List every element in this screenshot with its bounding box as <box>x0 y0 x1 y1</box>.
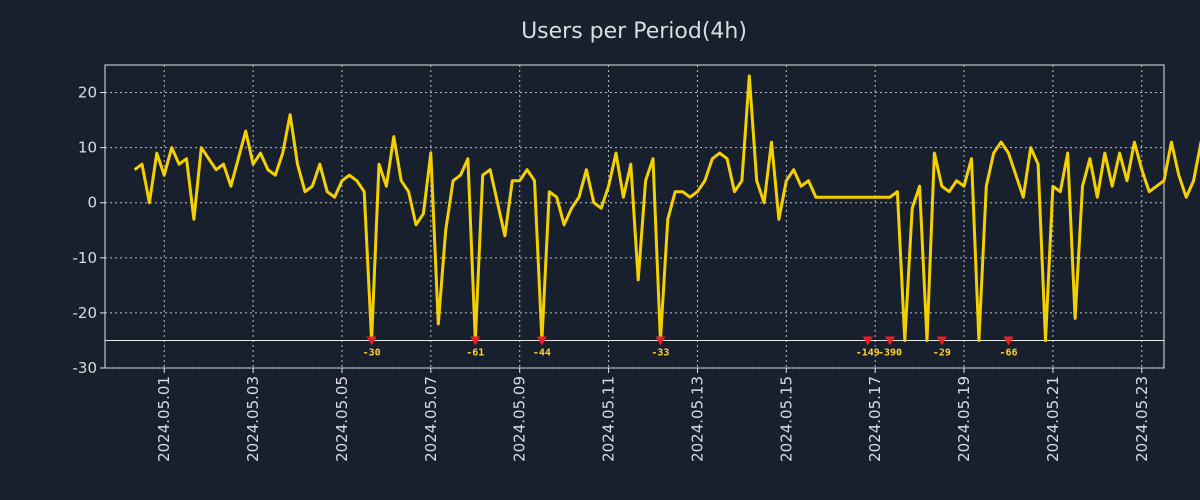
clip-marker <box>470 336 481 346</box>
y-axis: 20 10 0 -10 -20 -30 <box>73 84 105 377</box>
clip-value-label: -390 <box>878 347 902 358</box>
clip-marker <box>655 336 666 346</box>
grid <box>105 65 1164 369</box>
clip-marker <box>862 336 873 346</box>
clip-marker <box>884 336 895 346</box>
x-tick-label: 2024.05.17 <box>866 376 884 462</box>
clip-value-label: -66 <box>999 347 1017 358</box>
y-tick-label: -20 <box>73 304 98 322</box>
x-tick-label: 2024.05.13 <box>688 376 706 462</box>
clip-marker <box>1003 336 1014 346</box>
x-tick-label: 2024.05.07 <box>422 376 440 462</box>
clip-value-label: -44 <box>533 347 551 358</box>
clip-value-label: -33 <box>651 347 669 358</box>
y-tick-label: 10 <box>78 139 97 157</box>
clip-marker <box>366 336 377 346</box>
clip-value-label: -149 <box>856 347 880 358</box>
x-tick-label: 2024.05.05 <box>333 376 351 462</box>
x-tick-label: 2024.05.01 <box>155 376 173 462</box>
x-tick-label: 2024.05.19 <box>955 376 973 462</box>
chart-title: Users per Period(4h) <box>521 19 747 44</box>
y-tick-label: -10 <box>73 249 98 267</box>
clip-markers: -30 -61 -44 -33 -149-390 -29 -66 <box>363 336 1018 358</box>
x-tick-label: 2024.05.21 <box>1044 376 1062 462</box>
clip-value-label: -61 <box>466 347 484 358</box>
x-tick-label: 2024.05.23 <box>1133 376 1151 462</box>
x-axis: 2024.05.01 2024.05.03 2024.05.05 2024.05.07… <box>155 368 1151 462</box>
y-tick-label: -30 <box>73 359 98 377</box>
x-tick-label: 2024.05.09 <box>511 376 529 462</box>
clip-marker <box>536 336 547 346</box>
clip-marker <box>936 336 947 346</box>
y-tick-label: 0 <box>87 194 97 212</box>
x-tick-label: 2024.05.11 <box>600 376 618 462</box>
x-tick-label: 2024.05.15 <box>777 376 795 462</box>
plot-area <box>104 64 1165 369</box>
x-tick-label: 2024.05.03 <box>244 376 262 462</box>
clip-value-label: -30 <box>363 347 381 358</box>
y-tick-label: 20 <box>78 84 97 102</box>
series-line-users <box>133 74 1200 342</box>
clip-value-label: -29 <box>933 347 951 358</box>
